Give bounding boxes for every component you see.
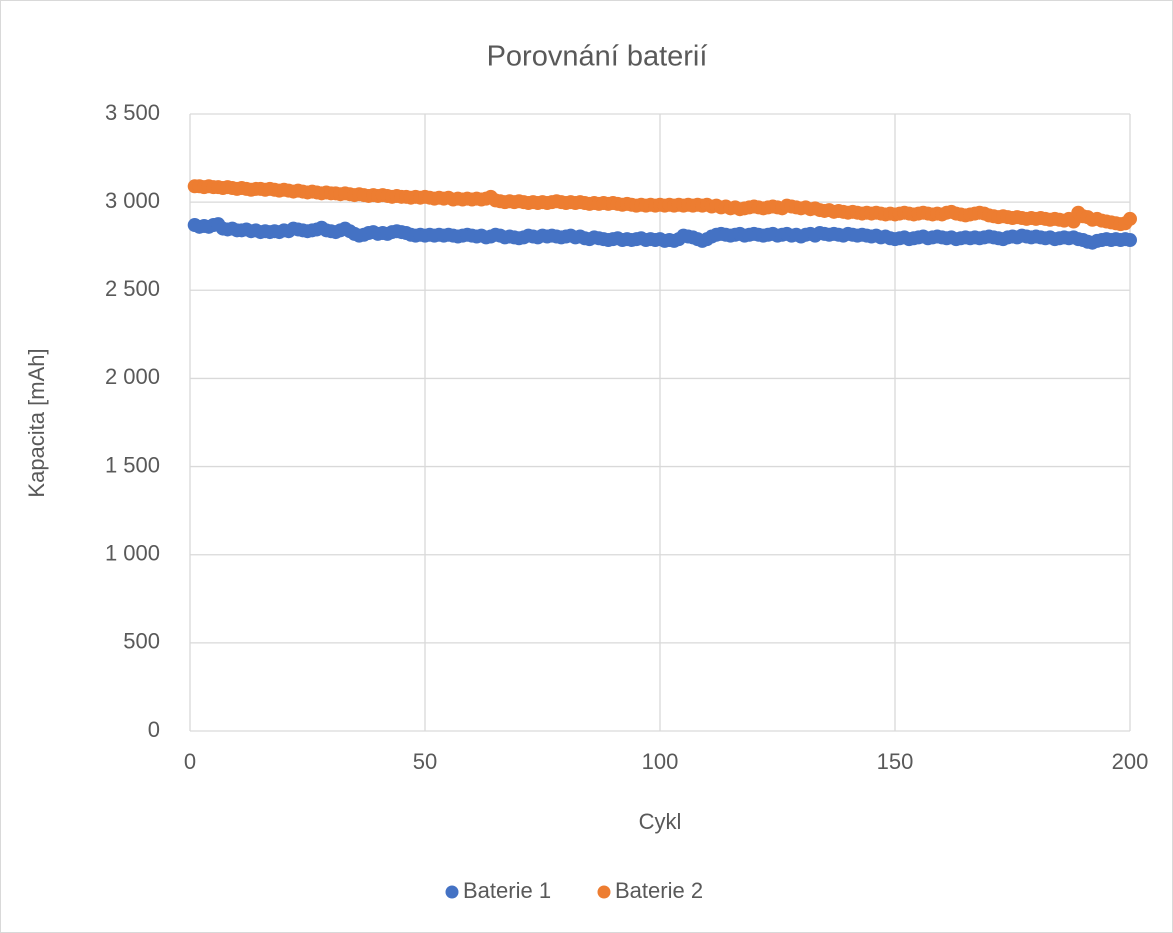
legend-label: Baterie 2 <box>615 878 703 903</box>
y-tick-label: 1 500 <box>105 452 160 477</box>
legend-marker <box>597 885 611 899</box>
legend-marker <box>445 885 459 899</box>
legend-label: Baterie 1 <box>463 878 551 903</box>
x-tick-label: 200 <box>1112 749 1149 774</box>
x-axis-label: Cykl <box>639 809 682 834</box>
y-tick-label: 2 000 <box>105 364 160 389</box>
chart-title: Porovnání baterií <box>487 41 708 73</box>
data-point <box>1123 233 1137 248</box>
data-point <box>1123 211 1137 226</box>
y-tick-label: 3 500 <box>105 100 160 125</box>
x-tick-label: 100 <box>642 749 679 774</box>
y-tick-label: 3 000 <box>105 188 160 213</box>
y-tick-label: 500 <box>123 629 160 654</box>
y-tick-label: 1 000 <box>105 541 160 566</box>
x-tick-label: 50 <box>413 749 437 774</box>
x-tick-label: 150 <box>877 749 914 774</box>
y-tick-label: 0 <box>148 717 160 742</box>
y-axis-label: Kapacita [mAh] <box>24 348 49 497</box>
y-tick-label: 2 500 <box>105 276 160 301</box>
x-tick-label: 0 <box>184 749 196 774</box>
